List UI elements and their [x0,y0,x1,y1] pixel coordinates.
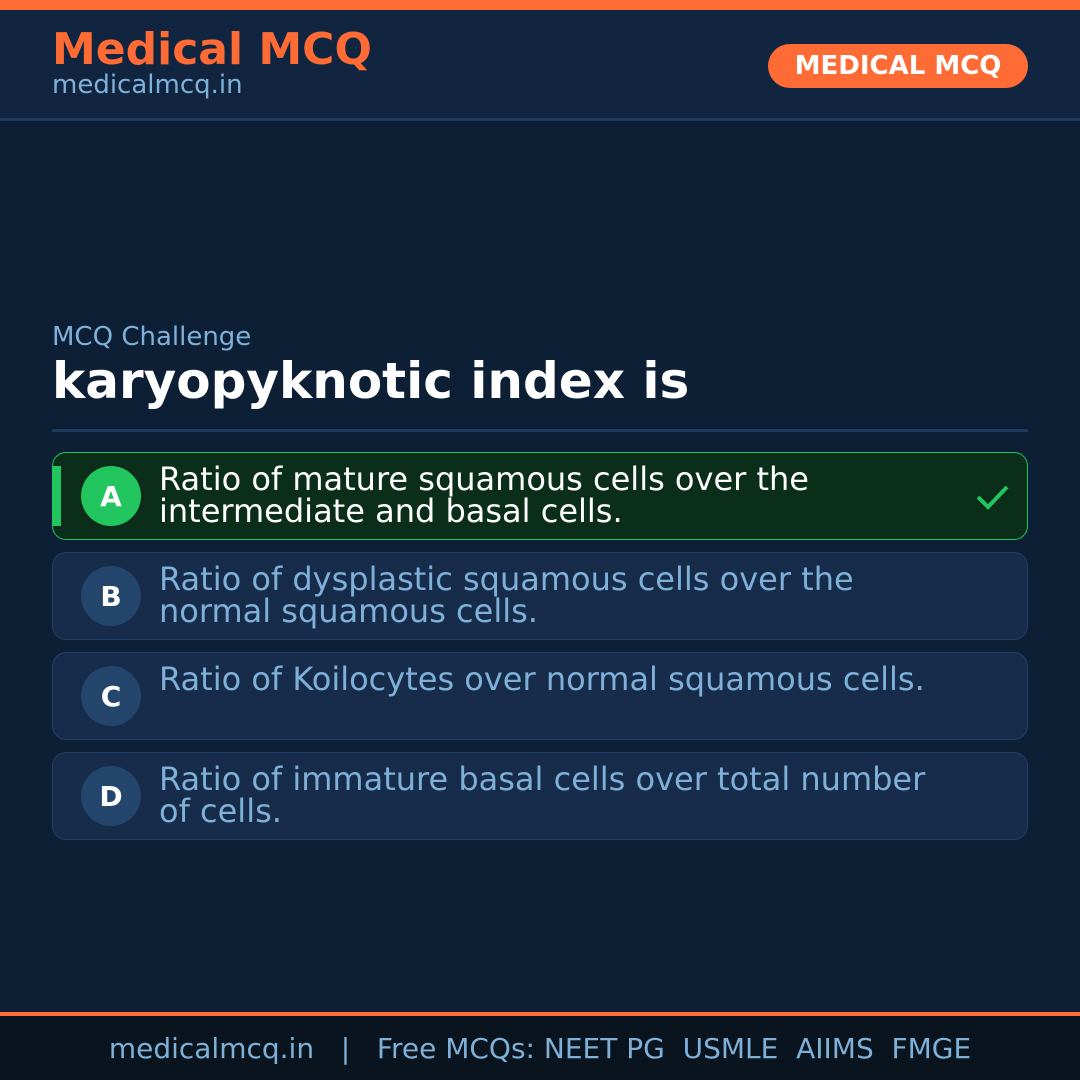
option-letter: A [81,466,141,526]
divider [52,429,1028,432]
footer-accent-line [0,1012,1080,1016]
header: Medical MCQ medicalmcq.in MEDICAL MCQ [0,10,1080,121]
option-b[interactable]: B Ratio of dysplastic squamous cells ove… [52,552,1028,640]
option-text: Ratio of mature squamous cells over the … [159,460,809,530]
section-kicker: MCQ Challenge [52,322,252,352]
check-icon [976,485,1009,510]
option-letter: C [81,666,141,726]
option-text: Ratio of dysplastic squamous cells over … [159,560,854,630]
option-a[interactable]: A Ratio of mature squamous cells over th… [52,452,1028,540]
category-badge: MEDICAL MCQ [768,44,1028,88]
option-letter: B [81,566,141,626]
correct-indicator-bar [53,466,61,526]
top-accent-bar [0,0,1080,10]
option-c[interactable]: C Ratio of Koilocytes over normal squamo… [52,652,1028,740]
site-url: medicalmcq.in [52,70,243,100]
question-text: karyopyknotic index is [52,352,690,410]
option-text: Ratio of immature basal cells over total… [159,760,926,830]
option-text: Ratio of Koilocytes over normal squamous… [159,660,925,698]
brand-title: Medical MCQ [52,24,372,75]
option-d[interactable]: D Ratio of immature basal cells over tot… [52,752,1028,840]
option-letter: D [81,766,141,826]
footer-text: medicalmcq.in | Free MCQs: NEET PG USMLE… [0,1016,1080,1080]
